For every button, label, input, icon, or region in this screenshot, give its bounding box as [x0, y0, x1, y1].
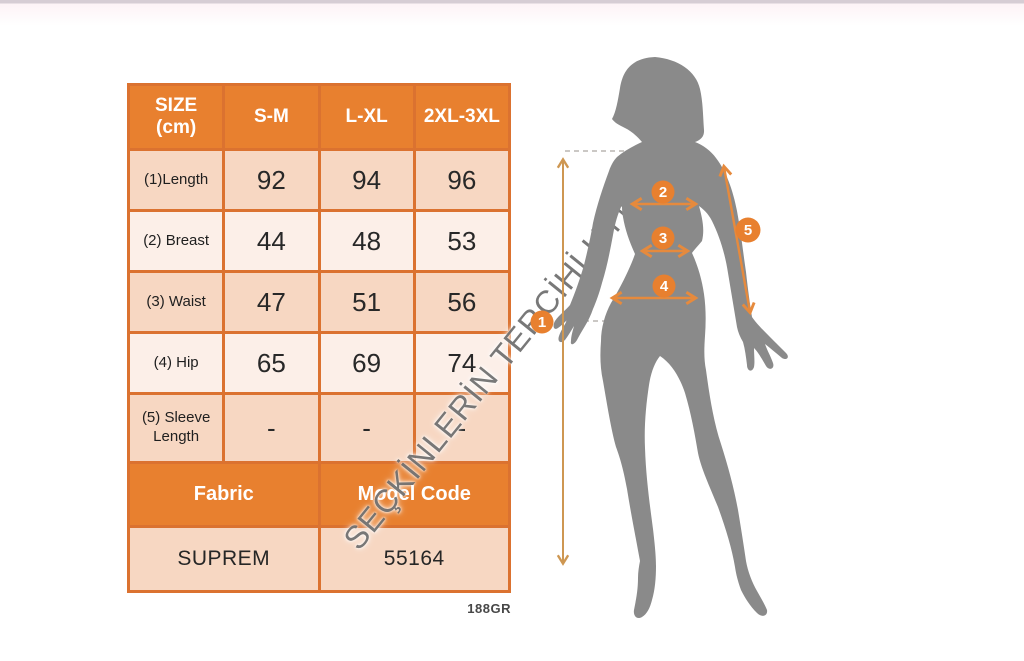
- row-label-waist: (3) Waist: [130, 273, 223, 331]
- svg-text:2: 2: [659, 184, 667, 201]
- measure-badge-4: 4: [652, 274, 676, 298]
- measure-badge-2: 2: [651, 180, 675, 204]
- size-header-line2: (cm): [156, 117, 197, 138]
- svg-text:1: 1: [538, 314, 546, 331]
- sleeve-lxl: -: [320, 395, 413, 461]
- waist-sm: 47: [225, 273, 318, 331]
- svg-text:3: 3: [659, 230, 667, 247]
- length-sm: 92: [225, 151, 318, 209]
- row-label-breast: (2) Breast: [130, 212, 223, 270]
- model-code-value: 55164: [320, 528, 508, 590]
- row-label-length: (1)Length: [130, 151, 223, 209]
- waist-2xl3xl: 56: [415, 273, 508, 331]
- column-header-sm: S-M: [225, 86, 318, 148]
- hip-sm: 65: [225, 334, 318, 392]
- breast-lxl: 48: [320, 212, 413, 270]
- length-lxl: 94: [320, 151, 413, 209]
- length-2xl3xl: 96: [415, 151, 508, 209]
- svg-text:5: 5: [744, 222, 752, 239]
- row-label-hip: (4) Hip: [130, 334, 223, 392]
- waist-lxl: 51: [320, 273, 413, 331]
- fabric-value: SUPREM: [130, 528, 318, 590]
- sleeve-arrow: [718, 163, 756, 316]
- size-table: SIZE (cm) S-M L-XL 2XL-3XL (1)Length 92 …: [127, 83, 511, 593]
- svg-text:4: 4: [660, 278, 669, 295]
- measurement-figure: 1 2 3 4 5: [530, 57, 788, 619]
- model-code-header: Model Code: [320, 464, 508, 525]
- breast-2xl3xl: 53: [415, 212, 508, 270]
- size-table-corner-header: SIZE (cm): [130, 86, 223, 148]
- measure-badge-3: 3: [651, 226, 675, 250]
- row-label-sleeve: (5) Sleeve Length: [130, 395, 223, 461]
- weight-note: 188GR: [467, 601, 511, 616]
- size-header-line1: SIZE: [155, 95, 198, 117]
- breast-sm: 44: [225, 212, 318, 270]
- sleeve-2xl3xl: -: [415, 395, 508, 461]
- woman-silhouette: [553, 57, 788, 619]
- measure-badge-1: 1: [530, 310, 554, 334]
- top-border-strip: [0, 0, 1024, 26]
- column-header-lxl: L-XL: [320, 86, 413, 148]
- hip-lxl: 69: [320, 334, 413, 392]
- measure-badge-5: 5: [735, 217, 761, 243]
- column-header-2xl3xl: 2XL-3XL: [415, 86, 508, 148]
- hip-2xl3xl: 74: [415, 334, 508, 392]
- sleeve-sm: -: [225, 395, 318, 461]
- fabric-header: Fabric: [130, 464, 318, 525]
